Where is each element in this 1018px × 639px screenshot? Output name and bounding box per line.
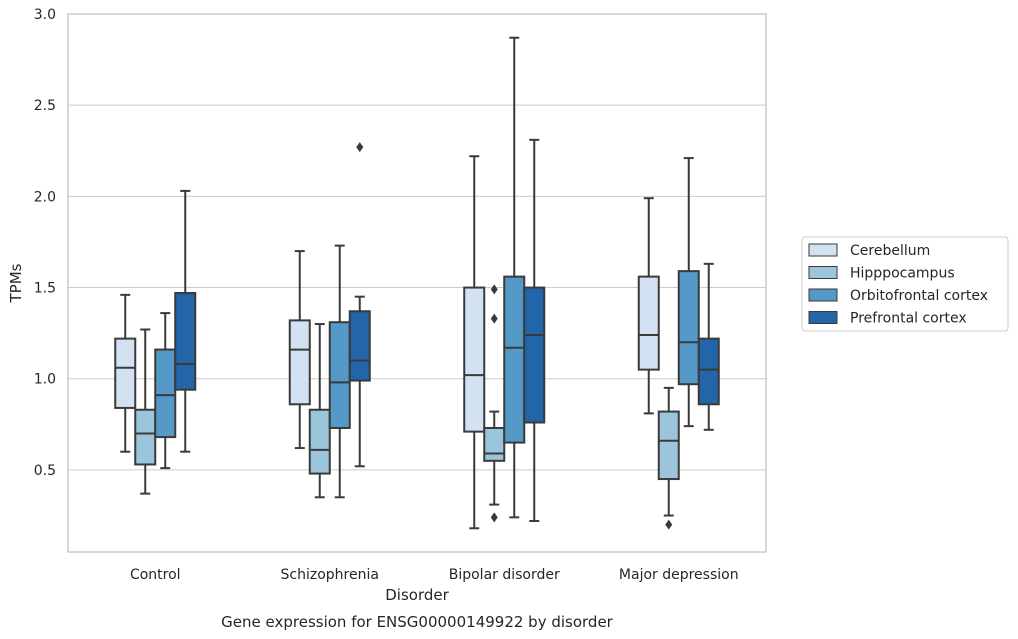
box-iqr [308,408,331,475]
legend-frame [801,236,1009,332]
x-axis-label: Disorder [385,586,449,604]
x-tick-label: Schizophrenia [281,567,379,583]
y-tick-label: 2.0 [34,189,56,205]
y-tick-labels: 0.5 1.0 1.5 2.0 2.5 3.0 [34,7,56,479]
box-iqr [328,321,351,429]
box-iqr [523,286,546,424]
legend-label: Cerebellum [850,243,930,259]
legend-swatch [808,243,838,257]
legend-swatch [808,311,838,324]
box-outlier-point [490,284,498,295]
box-iqr [677,270,700,386]
y-tick-label: 3.0 [34,7,56,23]
legend-label: Orbitofrontal cortex [850,288,988,304]
box-outlier-point [490,313,498,324]
legend-item: Cerebellum [808,243,930,259]
legend-item: Prefrontal cortex [808,311,967,327]
box-iqr [637,275,660,371]
box-outlier-point [490,512,498,523]
y-tick-label: 1.0 [34,372,56,388]
x-tick-label: Bipolar disorder [449,567,560,583]
box-iqr [114,337,137,409]
box-outlier-point [665,519,673,530]
series-hipppocampus [134,284,680,530]
box-iqr [463,286,486,433]
series-prefrontal-cortex [174,138,720,522]
box-iqr [134,408,157,466]
plot-area-frame [67,13,767,553]
y-tick-label: 1.5 [34,281,56,297]
box-outlier-point [356,142,364,153]
y-tick-label: 0.5 [34,463,56,479]
legend-swatch [808,266,838,279]
legend-item: Orbitofrontal cortex [808,288,988,304]
legend-label: Prefrontal cortex [850,311,967,327]
y-axis-label: TPMs [7,263,25,303]
legend: Cerebellum Hipppocampus Orbitofrontal cort… [801,236,1009,332]
x-tick-label: Control [130,567,181,583]
legend-item: Hipppocampus [808,266,955,282]
x-tick-label: Major depression [619,567,739,583]
box-iqr [174,292,197,391]
box-iqr [697,337,720,406]
chart-caption: Gene expression for ENSG00000149922 by d… [221,613,614,631]
legend-swatch [808,288,838,302]
box-iqr [657,410,680,481]
series-orbitofrontal-cortex [154,36,700,519]
box-iqr [154,348,177,439]
x-tick-labels: Control Schizophrenia Bipolar disorder Majo… [130,567,739,583]
y-tick-label: 2.5 [34,98,56,114]
box-iqr [483,426,506,462]
legend-label: Hipppocampus [850,266,955,282]
box-iqr [503,275,526,444]
box-iqr [288,319,311,406]
series-cerebellum [114,155,660,530]
box-iqr [348,310,371,382]
box-series [114,36,720,530]
